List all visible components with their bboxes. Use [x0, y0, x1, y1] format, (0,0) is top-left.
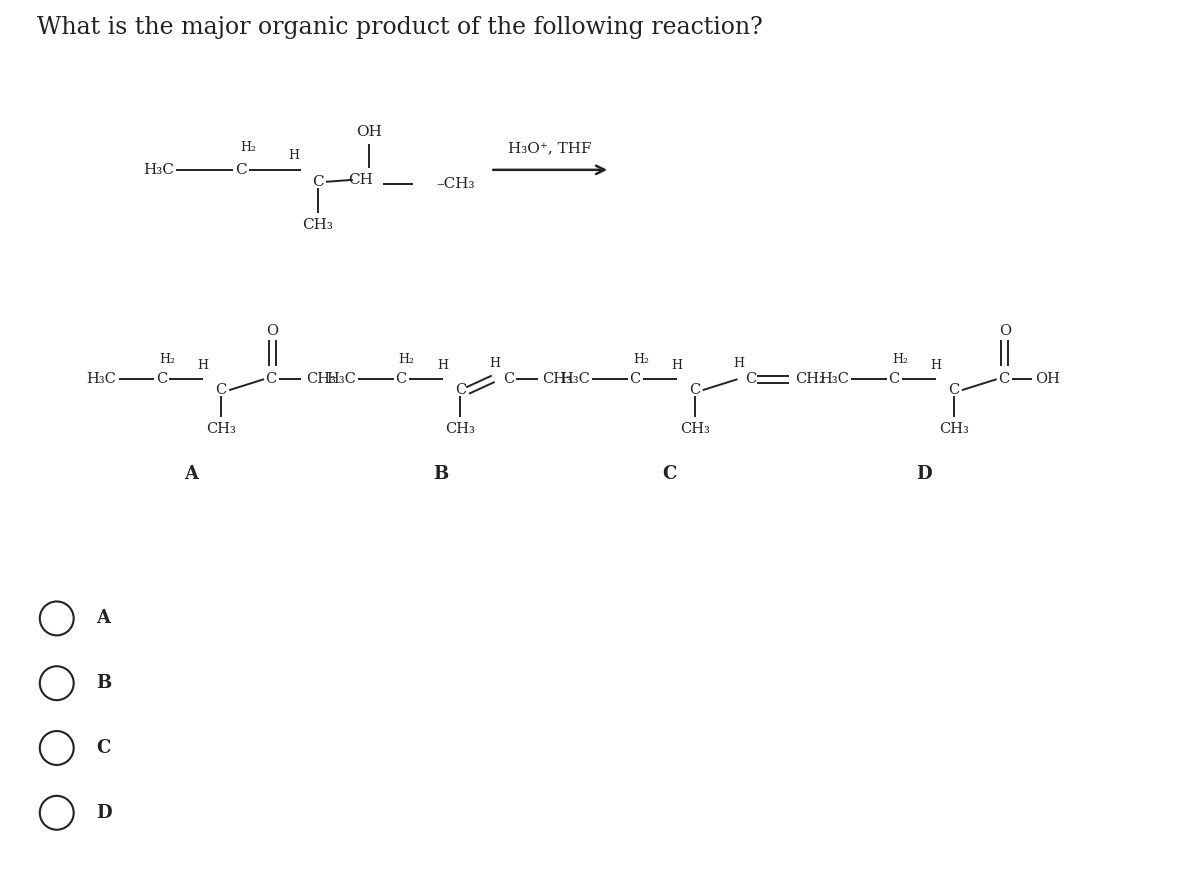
Text: What is the major organic product of the following reaction?: What is the major organic product of the… — [37, 16, 762, 39]
Text: C: C — [455, 383, 466, 397]
Text: H₂: H₂ — [240, 142, 256, 155]
Text: H: H — [930, 359, 942, 372]
Text: A: A — [185, 465, 198, 483]
Text: H: H — [488, 357, 500, 369]
Text: OH: OH — [356, 125, 382, 139]
Text: O: O — [266, 324, 278, 338]
Text: O: O — [998, 324, 1010, 338]
Text: CH₃: CH₃ — [306, 372, 336, 386]
Text: H₂: H₂ — [892, 353, 908, 366]
Text: H: H — [671, 359, 683, 372]
Text: D: D — [916, 465, 931, 483]
Text: CH₃: CH₃ — [206, 422, 236, 436]
Text: C: C — [629, 372, 641, 386]
Text: H: H — [198, 359, 209, 372]
Text: B: B — [97, 674, 112, 693]
Text: H₃C: H₃C — [144, 163, 174, 177]
Text: C: C — [745, 372, 756, 386]
Text: CH: CH — [348, 173, 373, 187]
Text: C: C — [662, 465, 677, 483]
Text: CH₃: CH₃ — [542, 372, 572, 386]
Text: C: C — [503, 372, 514, 386]
Text: CH₃: CH₃ — [445, 422, 475, 436]
Text: H₃C: H₃C — [560, 372, 590, 386]
Text: H₂: H₂ — [160, 353, 175, 366]
Text: C: C — [156, 372, 167, 386]
Text: B: B — [433, 465, 448, 483]
Text: CH₂: CH₂ — [796, 372, 826, 386]
Text: C: C — [888, 372, 900, 386]
Text: CH₃: CH₃ — [938, 422, 968, 436]
Text: –CH₃: –CH₃ — [437, 176, 475, 191]
Text: H₂: H₂ — [632, 353, 649, 366]
Text: H₃C: H₃C — [326, 372, 355, 386]
Text: C: C — [948, 383, 960, 397]
Text: CH₃: CH₃ — [302, 217, 334, 232]
Text: H₃C: H₃C — [86, 372, 116, 386]
Text: C: C — [97, 739, 110, 757]
Text: C: C — [312, 175, 324, 189]
Text: C: C — [216, 383, 227, 397]
Text: C: C — [235, 163, 247, 177]
Text: H₃C: H₃C — [820, 372, 850, 386]
Text: C: C — [689, 383, 701, 397]
Text: OH: OH — [1036, 372, 1060, 386]
Text: C: C — [998, 372, 1009, 386]
Text: H₂: H₂ — [398, 353, 415, 366]
Text: H: H — [288, 149, 300, 163]
Text: H: H — [733, 357, 744, 369]
Text: C: C — [265, 372, 277, 386]
Text: C: C — [395, 372, 407, 386]
Text: A: A — [97, 609, 110, 627]
Text: H: H — [437, 359, 448, 372]
Text: CH₃: CH₃ — [679, 422, 709, 436]
Text: D: D — [97, 804, 113, 822]
Text: H₃O⁺, THF: H₃O⁺, THF — [509, 141, 592, 155]
